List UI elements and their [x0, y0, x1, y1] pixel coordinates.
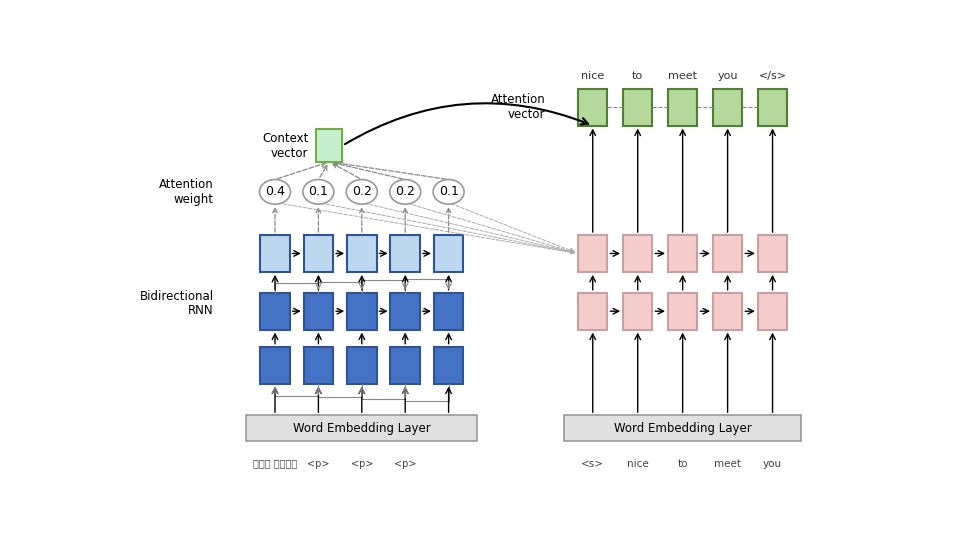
Bar — [757, 293, 787, 330]
Text: Bidirectional
RNN: Bidirectional RNN — [139, 289, 214, 318]
Bar — [303, 235, 333, 272]
Bar — [260, 347, 290, 383]
Text: nice: nice — [627, 458, 649, 469]
Text: Word Embedding Layer: Word Embedding Layer — [293, 422, 431, 435]
Bar — [391, 235, 420, 272]
Text: 0.2: 0.2 — [396, 185, 415, 198]
Bar — [623, 235, 653, 272]
Bar — [668, 89, 697, 126]
Text: 0.4: 0.4 — [265, 185, 285, 198]
Bar — [578, 293, 608, 330]
Text: <p>: <p> — [307, 458, 329, 469]
Text: to: to — [678, 458, 688, 469]
Bar — [303, 347, 333, 383]
Text: meet: meet — [714, 458, 741, 469]
Bar — [348, 235, 376, 272]
Text: 만나서 반가워요: 만나서 반가워요 — [252, 458, 298, 469]
Text: Word Embedding Layer: Word Embedding Layer — [613, 422, 752, 435]
Text: 0.2: 0.2 — [352, 185, 372, 198]
Bar — [713, 89, 742, 126]
Bar — [303, 293, 333, 330]
Bar — [757, 235, 787, 272]
Text: meet: meet — [668, 71, 697, 81]
Bar — [434, 347, 464, 383]
Ellipse shape — [303, 179, 334, 204]
Text: Context
vector: Context vector — [262, 132, 308, 160]
Text: you: you — [763, 458, 782, 469]
Bar — [434, 235, 464, 272]
Bar — [260, 293, 290, 330]
Text: nice: nice — [581, 71, 605, 81]
Bar — [623, 293, 653, 330]
Bar — [713, 235, 742, 272]
Bar — [391, 347, 420, 383]
Text: you: you — [717, 71, 738, 81]
Bar — [316, 130, 343, 162]
Text: Attention
vector: Attention vector — [491, 93, 545, 121]
Text: 0.1: 0.1 — [439, 185, 459, 198]
Text: <p>: <p> — [394, 458, 417, 469]
Bar — [668, 235, 697, 272]
Text: to: to — [632, 71, 643, 81]
Ellipse shape — [347, 179, 377, 204]
Bar — [348, 347, 376, 383]
Bar — [578, 89, 608, 126]
Text: 0.1: 0.1 — [308, 185, 328, 198]
Text: Attention
weight: Attention weight — [159, 178, 214, 206]
Bar — [564, 415, 802, 441]
Text: </s>: </s> — [758, 71, 786, 81]
Bar — [668, 293, 697, 330]
Ellipse shape — [390, 179, 420, 204]
Bar — [623, 89, 653, 126]
Bar — [434, 293, 464, 330]
Bar — [247, 415, 477, 441]
Bar — [713, 293, 742, 330]
Bar — [260, 235, 290, 272]
Bar — [578, 235, 608, 272]
Text: <s>: <s> — [581, 458, 604, 469]
Ellipse shape — [433, 179, 464, 204]
Bar — [391, 293, 420, 330]
Text: <p>: <p> — [350, 458, 373, 469]
Bar — [757, 89, 787, 126]
Bar — [348, 293, 376, 330]
Ellipse shape — [259, 179, 291, 204]
